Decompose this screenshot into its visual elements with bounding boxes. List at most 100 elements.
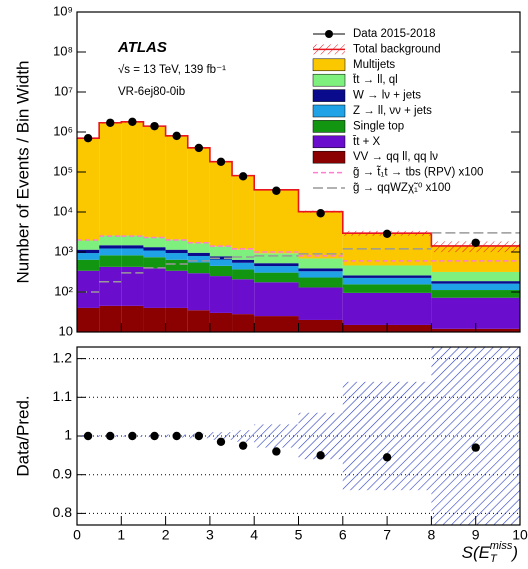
ratio-point <box>316 451 325 460</box>
x-tick-label: 7 <box>383 527 391 543</box>
stack-bar <box>232 175 255 250</box>
x-tick-label: 3 <box>206 527 214 543</box>
y-tick-label: 0.8 <box>53 504 73 520</box>
x-label-sup: miss <box>490 540 513 552</box>
stack-bar <box>209 312 233 332</box>
stack-bar <box>298 277 343 288</box>
data-point <box>194 143 204 153</box>
y-tick-label: 1.2 <box>53 349 73 365</box>
stack-bar <box>99 305 122 332</box>
ratio-point <box>272 447 281 456</box>
stack-bar <box>254 316 299 332</box>
stack-bar <box>165 270 188 308</box>
x-label-close: ) <box>510 543 518 562</box>
stack-bar <box>143 257 166 269</box>
legend-swatch <box>312 89 346 102</box>
legend-label: W → lν + jets <box>353 90 421 102</box>
x-label-base: S(E <box>462 543 491 562</box>
stack-bar <box>209 265 233 277</box>
stack-bar <box>121 305 144 332</box>
stack-bar <box>99 235 122 246</box>
stack-bar <box>254 282 299 317</box>
data-point <box>216 157 226 166</box>
data-point <box>316 209 325 218</box>
legend-label: Data 2015-2018 <box>353 28 435 40</box>
stack-bar <box>298 287 343 320</box>
stack-bar <box>187 147 210 244</box>
stack-bar <box>254 272 299 283</box>
stack-bar <box>342 277 432 285</box>
stack-bar <box>232 314 255 332</box>
stack-bar <box>342 284 432 293</box>
stack-bar <box>121 255 144 267</box>
stack-bar <box>143 268 166 308</box>
stack-bar <box>254 253 299 264</box>
data-point <box>150 121 159 131</box>
stack-bar <box>143 250 166 258</box>
y-tick-label: 10⁴ <box>53 203 73 218</box>
y-tick-label: 10⁹ <box>53 3 73 18</box>
legend-swatch <box>312 73 346 87</box>
stack-bar <box>342 265 432 276</box>
stack-bar <box>121 266 144 306</box>
x-tick-label: 10 <box>512 527 528 543</box>
stack-bar <box>121 245 144 249</box>
stack-bar <box>143 247 166 251</box>
ratio-point <box>471 443 480 452</box>
data-point <box>106 118 115 127</box>
x-tick-label: 2 <box>162 527 170 543</box>
stack-bar <box>77 240 100 250</box>
stack-bar <box>165 259 188 271</box>
stack-bar <box>77 253 100 260</box>
y-tick-label: 10⁶ <box>53 123 73 138</box>
stack-bar <box>209 259 233 266</box>
stack-bar <box>187 252 210 256</box>
x-tick-label: 9 <box>472 527 480 543</box>
stack-bar <box>431 281 520 284</box>
stack-bar <box>165 135 188 240</box>
x-tick-label: 6 <box>339 527 347 543</box>
stack-bar <box>77 259 100 271</box>
stack-bar <box>298 268 343 272</box>
stack-bar <box>232 262 255 270</box>
data-point <box>272 186 281 195</box>
x-tick-label: 4 <box>250 527 258 543</box>
legend-label: VV → qq ll, qq lν <box>353 151 438 163</box>
stack-bar <box>209 276 233 313</box>
energy-label: √s = 13 TeV, 139 fb⁻¹ <box>118 63 226 76</box>
x-tick-label: 1 <box>117 527 125 543</box>
stack-bar <box>232 249 255 260</box>
ratio-point <box>216 437 226 447</box>
stack-bar <box>121 235 144 246</box>
stack-bar <box>77 307 100 332</box>
stack-bar <box>254 263 299 267</box>
stack-bar <box>298 211 343 259</box>
stack-bar <box>77 138 100 241</box>
y-tick-label: 1.1 <box>53 388 73 404</box>
x-tick-label: 0 <box>73 527 81 543</box>
x-tick-label: 8 <box>428 527 436 543</box>
legend-label: g̃ → qqWZχ̃₁⁰ x100 <box>353 182 451 194</box>
legend-marker <box>325 30 333 38</box>
ratio-uncertainty <box>232 430 255 442</box>
stack-bar <box>298 271 343 278</box>
stack-bar <box>209 161 233 247</box>
legend-label: Single top <box>353 120 404 132</box>
legend-swatch <box>312 104 346 118</box>
data-point <box>238 172 248 181</box>
data-point <box>83 133 93 143</box>
stack-bar <box>165 253 188 260</box>
legend-label: Multijets <box>353 59 395 71</box>
data-point <box>128 117 137 126</box>
x-label-sub: T <box>490 553 498 565</box>
ratio-point <box>382 453 392 462</box>
ratio-point <box>83 431 93 441</box>
stack-bar <box>298 258 343 269</box>
stack-bar <box>99 122 122 236</box>
y-tick-label: 0.9 <box>53 465 73 481</box>
stack-bar <box>99 266 122 306</box>
stack-bar <box>187 262 210 274</box>
ratio-point <box>106 431 115 441</box>
